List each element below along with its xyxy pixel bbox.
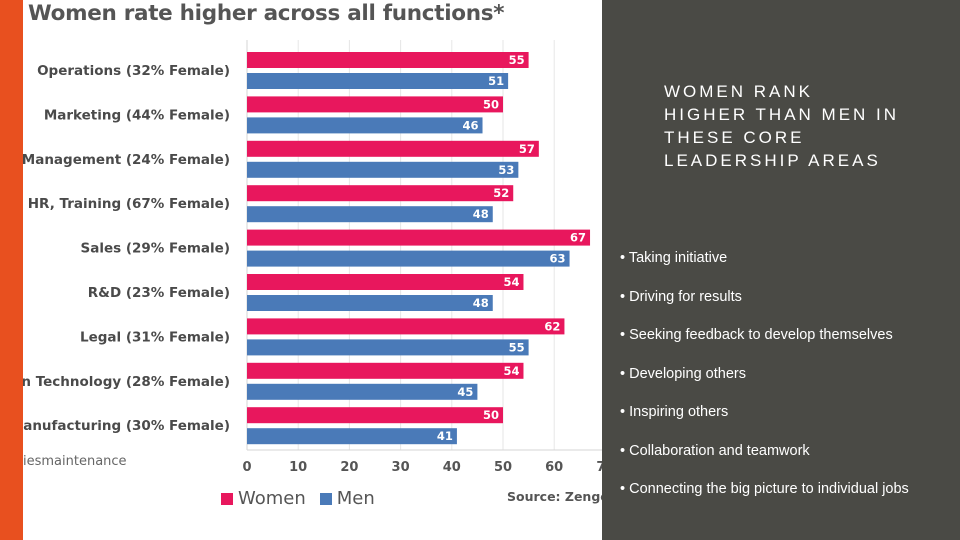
list-item: • Collaboration and teamwork: [620, 442, 810, 459]
category-label: Sales (29% Female): [81, 241, 231, 257]
x-tick-label: 60: [545, 460, 563, 475]
bar-value-label: 46: [463, 118, 479, 132]
accent-bar: [0, 0, 23, 540]
category-label: Operations (32% Female): [37, 63, 230, 79]
category-label: Information Technology (28% Female): [23, 374, 230, 390]
bar-value-label: 48: [473, 296, 489, 310]
x-tick-label: 20: [340, 460, 358, 475]
list-item: • Connecting the big picture to individu…: [620, 481, 909, 497]
bar-value-label: 41: [437, 429, 453, 443]
legend-item-men: Men: [319, 488, 375, 509]
category-label: Manufacturing (30% Female): [23, 418, 230, 434]
bar-men: [247, 250, 570, 267]
bar-value-label: 54: [503, 364, 519, 378]
category-label: Legal (31% Female): [80, 329, 230, 345]
chart-title: Women rate higher across all functions*: [28, 1, 505, 26]
bar-value-label: 67: [570, 231, 586, 245]
bar-women: [247, 140, 539, 157]
bar-value-label: 55: [509, 340, 525, 354]
bar-men: [247, 339, 529, 356]
chart-panel: Women rate higher across all functions* …: [23, 0, 602, 540]
bar-women: [247, 362, 524, 379]
list-item: • Developing others: [620, 365, 746, 382]
list-item: • Taking initiative: [620, 250, 728, 266]
bar-value-label: 57: [519, 142, 535, 156]
legend-swatch-men: [319, 492, 332, 505]
bar-men: [247, 161, 519, 178]
bar-men: [247, 73, 509, 89]
bar-value-label: 45: [457, 385, 473, 399]
bar-value-label: 55: [509, 53, 525, 67]
bar-value-label: 51: [488, 74, 504, 88]
leadership-panel: WOMEN RANK HIGHER THAN MEN IN THESE CORE…: [602, 0, 960, 540]
bar-women: [247, 318, 565, 335]
bar-women: [247, 407, 503, 424]
leadership-list: • Taking initiative • Driving for result…: [620, 249, 909, 519]
x-tick-label: 30: [392, 460, 410, 475]
bar-men: [247, 117, 483, 134]
category-label: R&D (23% Female): [88, 285, 230, 301]
x-tick-label: 0: [242, 460, 251, 475]
legend-swatch-women: [221, 492, 233, 505]
category-label: Marketing (44% Female): [44, 107, 230, 123]
bar-women: [247, 185, 514, 202]
bar-value-label: 52: [493, 186, 509, 200]
bar-women: [247, 229, 591, 246]
x-tick-label: 70: [596, 460, 602, 475]
x-tick-label: 40: [443, 460, 461, 475]
list-item: • Inspiring others: [620, 404, 729, 420]
bar-men: [247, 428, 457, 445]
bar-value-label: 50: [483, 97, 499, 111]
chart-legend: Women Men: [221, 488, 389, 509]
bar-value-label: 53: [498, 163, 514, 177]
bar-value-label: 50: [483, 408, 499, 422]
bar-women: [247, 52, 529, 68]
list-item: • Seeking feedback to develop themselves: [620, 327, 893, 343]
legend-label-women: Women: [238, 488, 306, 509]
bar-value-label: 48: [473, 207, 489, 221]
list-item: • Driving for results: [620, 288, 742, 305]
bar-women: [247, 274, 524, 290]
bar-men: [247, 206, 493, 223]
category-label: HR, Training (67% Female): [28, 196, 230, 212]
legend-label-men: Men: [336, 488, 375, 509]
bar-value-label: 54: [503, 275, 519, 289]
x-tick-label: 50: [494, 460, 512, 475]
category-label: Management (24% Female): [23, 152, 230, 168]
bar-value-label: 62: [544, 319, 560, 333]
x-tick-label: 10: [289, 460, 307, 475]
legend-item-women: Women: [221, 488, 306, 509]
bar-women: [247, 96, 503, 113]
source-note: Source: Zenger: [507, 489, 602, 504]
bar-men: [247, 295, 493, 311]
bar-chart: 0 10 20 30 40 50 60 70 55 51 Operations (32% Femal…: [23, 40, 602, 475]
bar-value-label: 63: [550, 252, 566, 266]
bar-men: [247, 383, 478, 400]
panel-heading: WOMEN RANK HIGHER THAN MEN IN THESE CORE…: [664, 82, 900, 170]
watermark-text: iesmaintenance: [23, 454, 127, 469]
